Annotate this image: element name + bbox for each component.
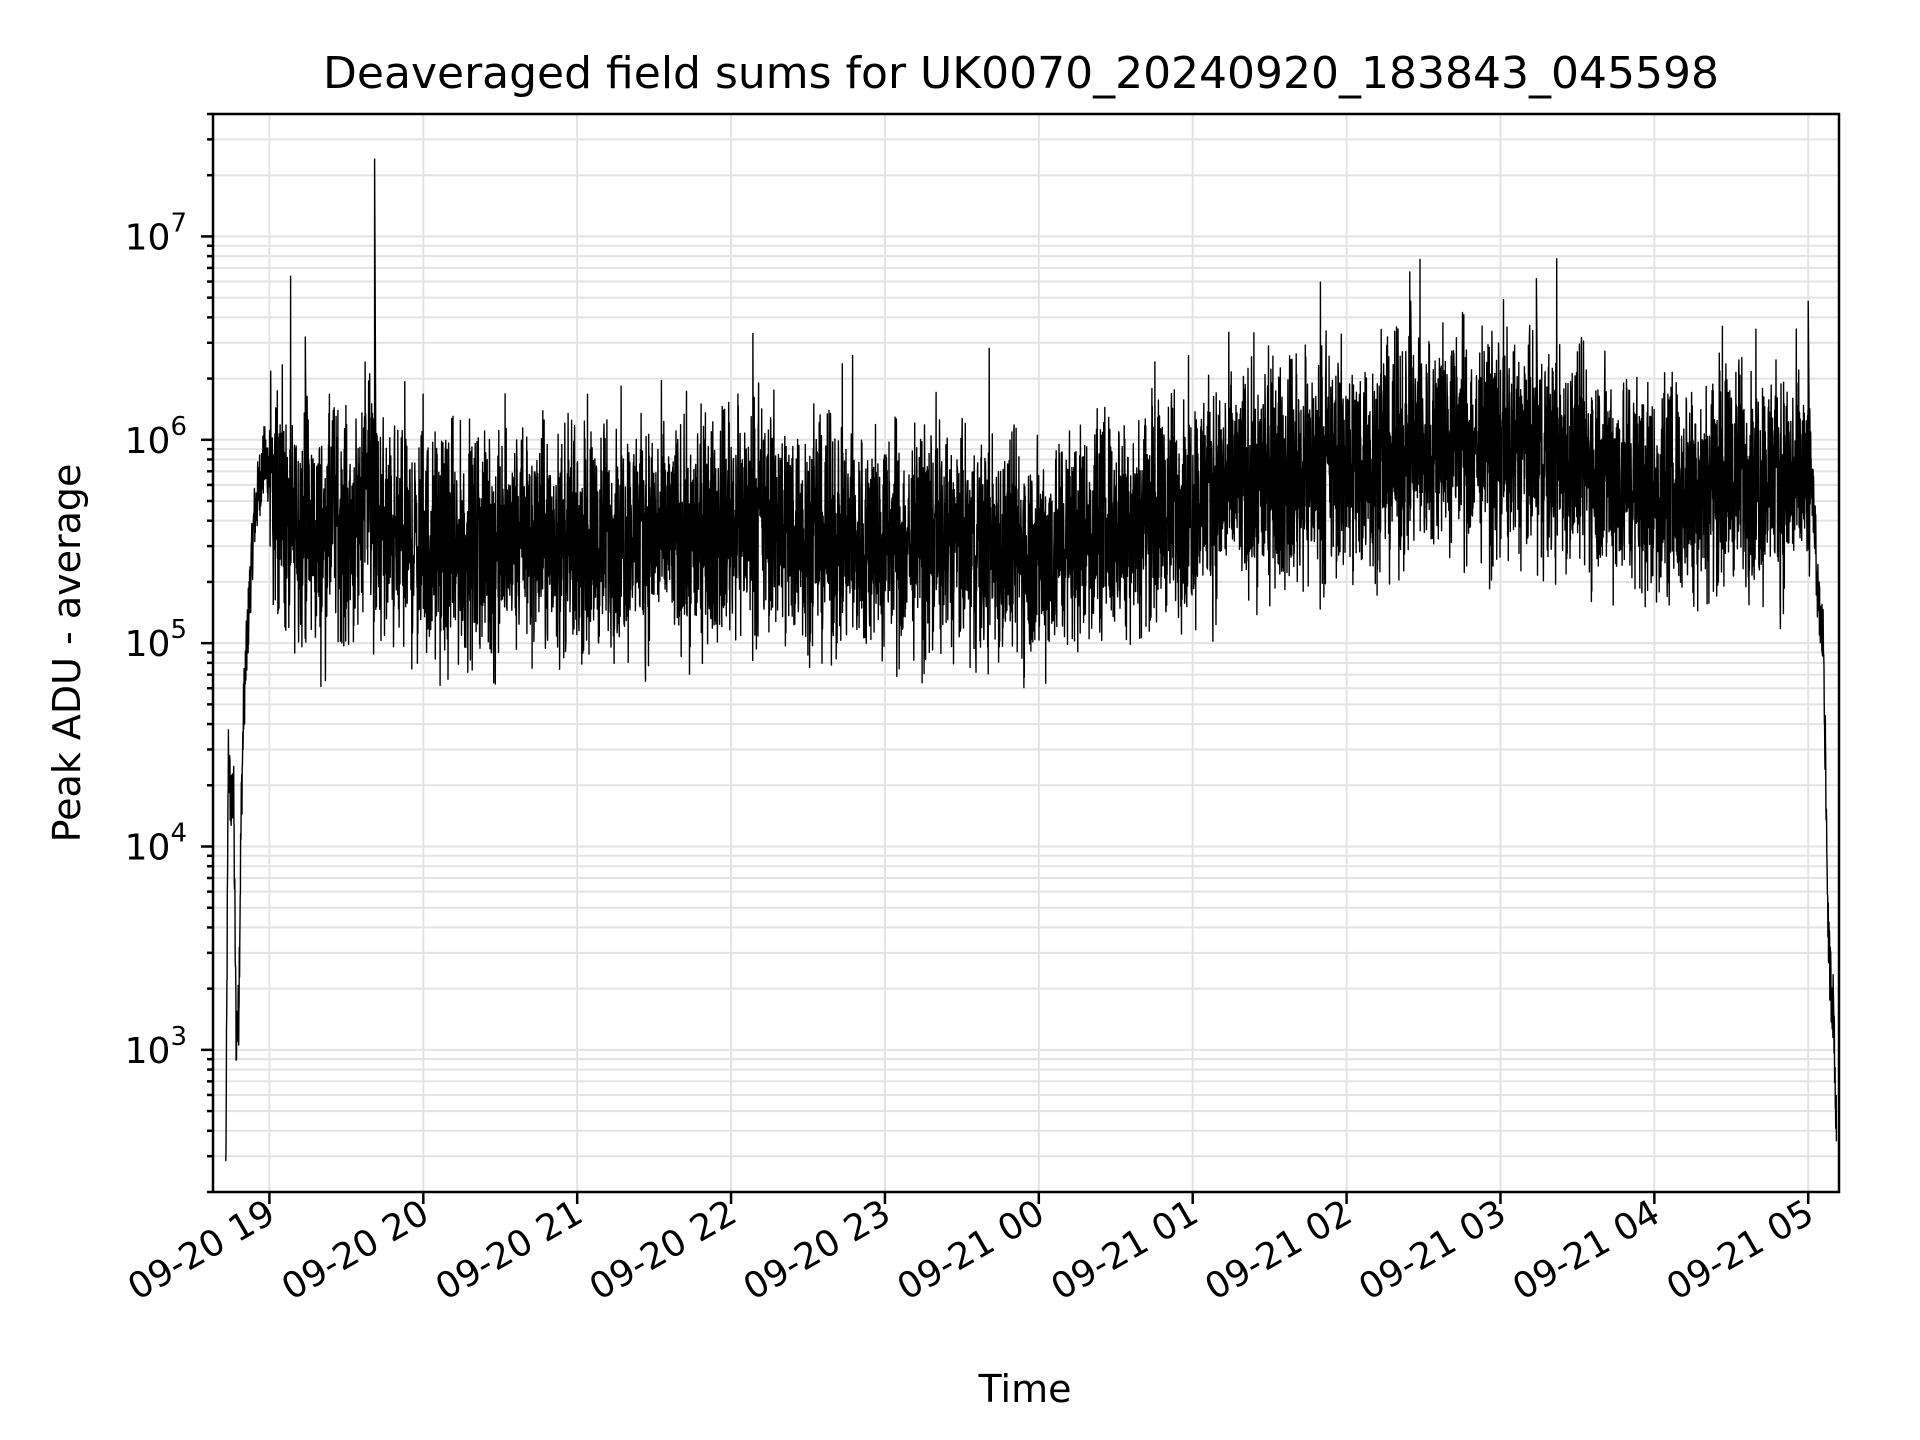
y-tick-labels: 103 104 105 106 107: [125, 208, 187, 1071]
x-tick-label: 09-20 22: [583, 1192, 744, 1308]
chart-title: Deaveraged field sums for UK0070_2024092…: [323, 48, 1719, 99]
y-tick-label: 107: [125, 208, 187, 258]
x-tick-label: 09-21 02: [1198, 1192, 1359, 1308]
x-tick-label: 09-21 04: [1506, 1192, 1667, 1308]
x-tick-label: 09-21 01: [1045, 1192, 1206, 1308]
x-tick-label: 09-20 21: [429, 1192, 590, 1308]
x-tick-label: 09-20 19: [121, 1192, 282, 1308]
x-tick-label: 09-20 20: [275, 1192, 436, 1308]
series-line: [225, 158, 1838, 1162]
y-tick-label: 103: [125, 1022, 187, 1072]
x-tick-label: 09-21 03: [1352, 1192, 1513, 1308]
y-tick-label: 106: [125, 412, 187, 462]
x-tick-label: 09-21 05: [1660, 1192, 1821, 1308]
grid: [213, 113, 1839, 1193]
x-tick-label: 09-20 23: [737, 1192, 898, 1308]
axis-ticks: [201, 112, 1810, 1204]
x-axis-label: Time: [978, 1367, 1072, 1411]
y-axis-label: Peak ADU - average: [45, 464, 89, 843]
y-tick-label: 104: [125, 819, 187, 869]
y-tick-label: 105: [125, 615, 187, 665]
x-tick-label: 09-21 00: [891, 1192, 1052, 1308]
